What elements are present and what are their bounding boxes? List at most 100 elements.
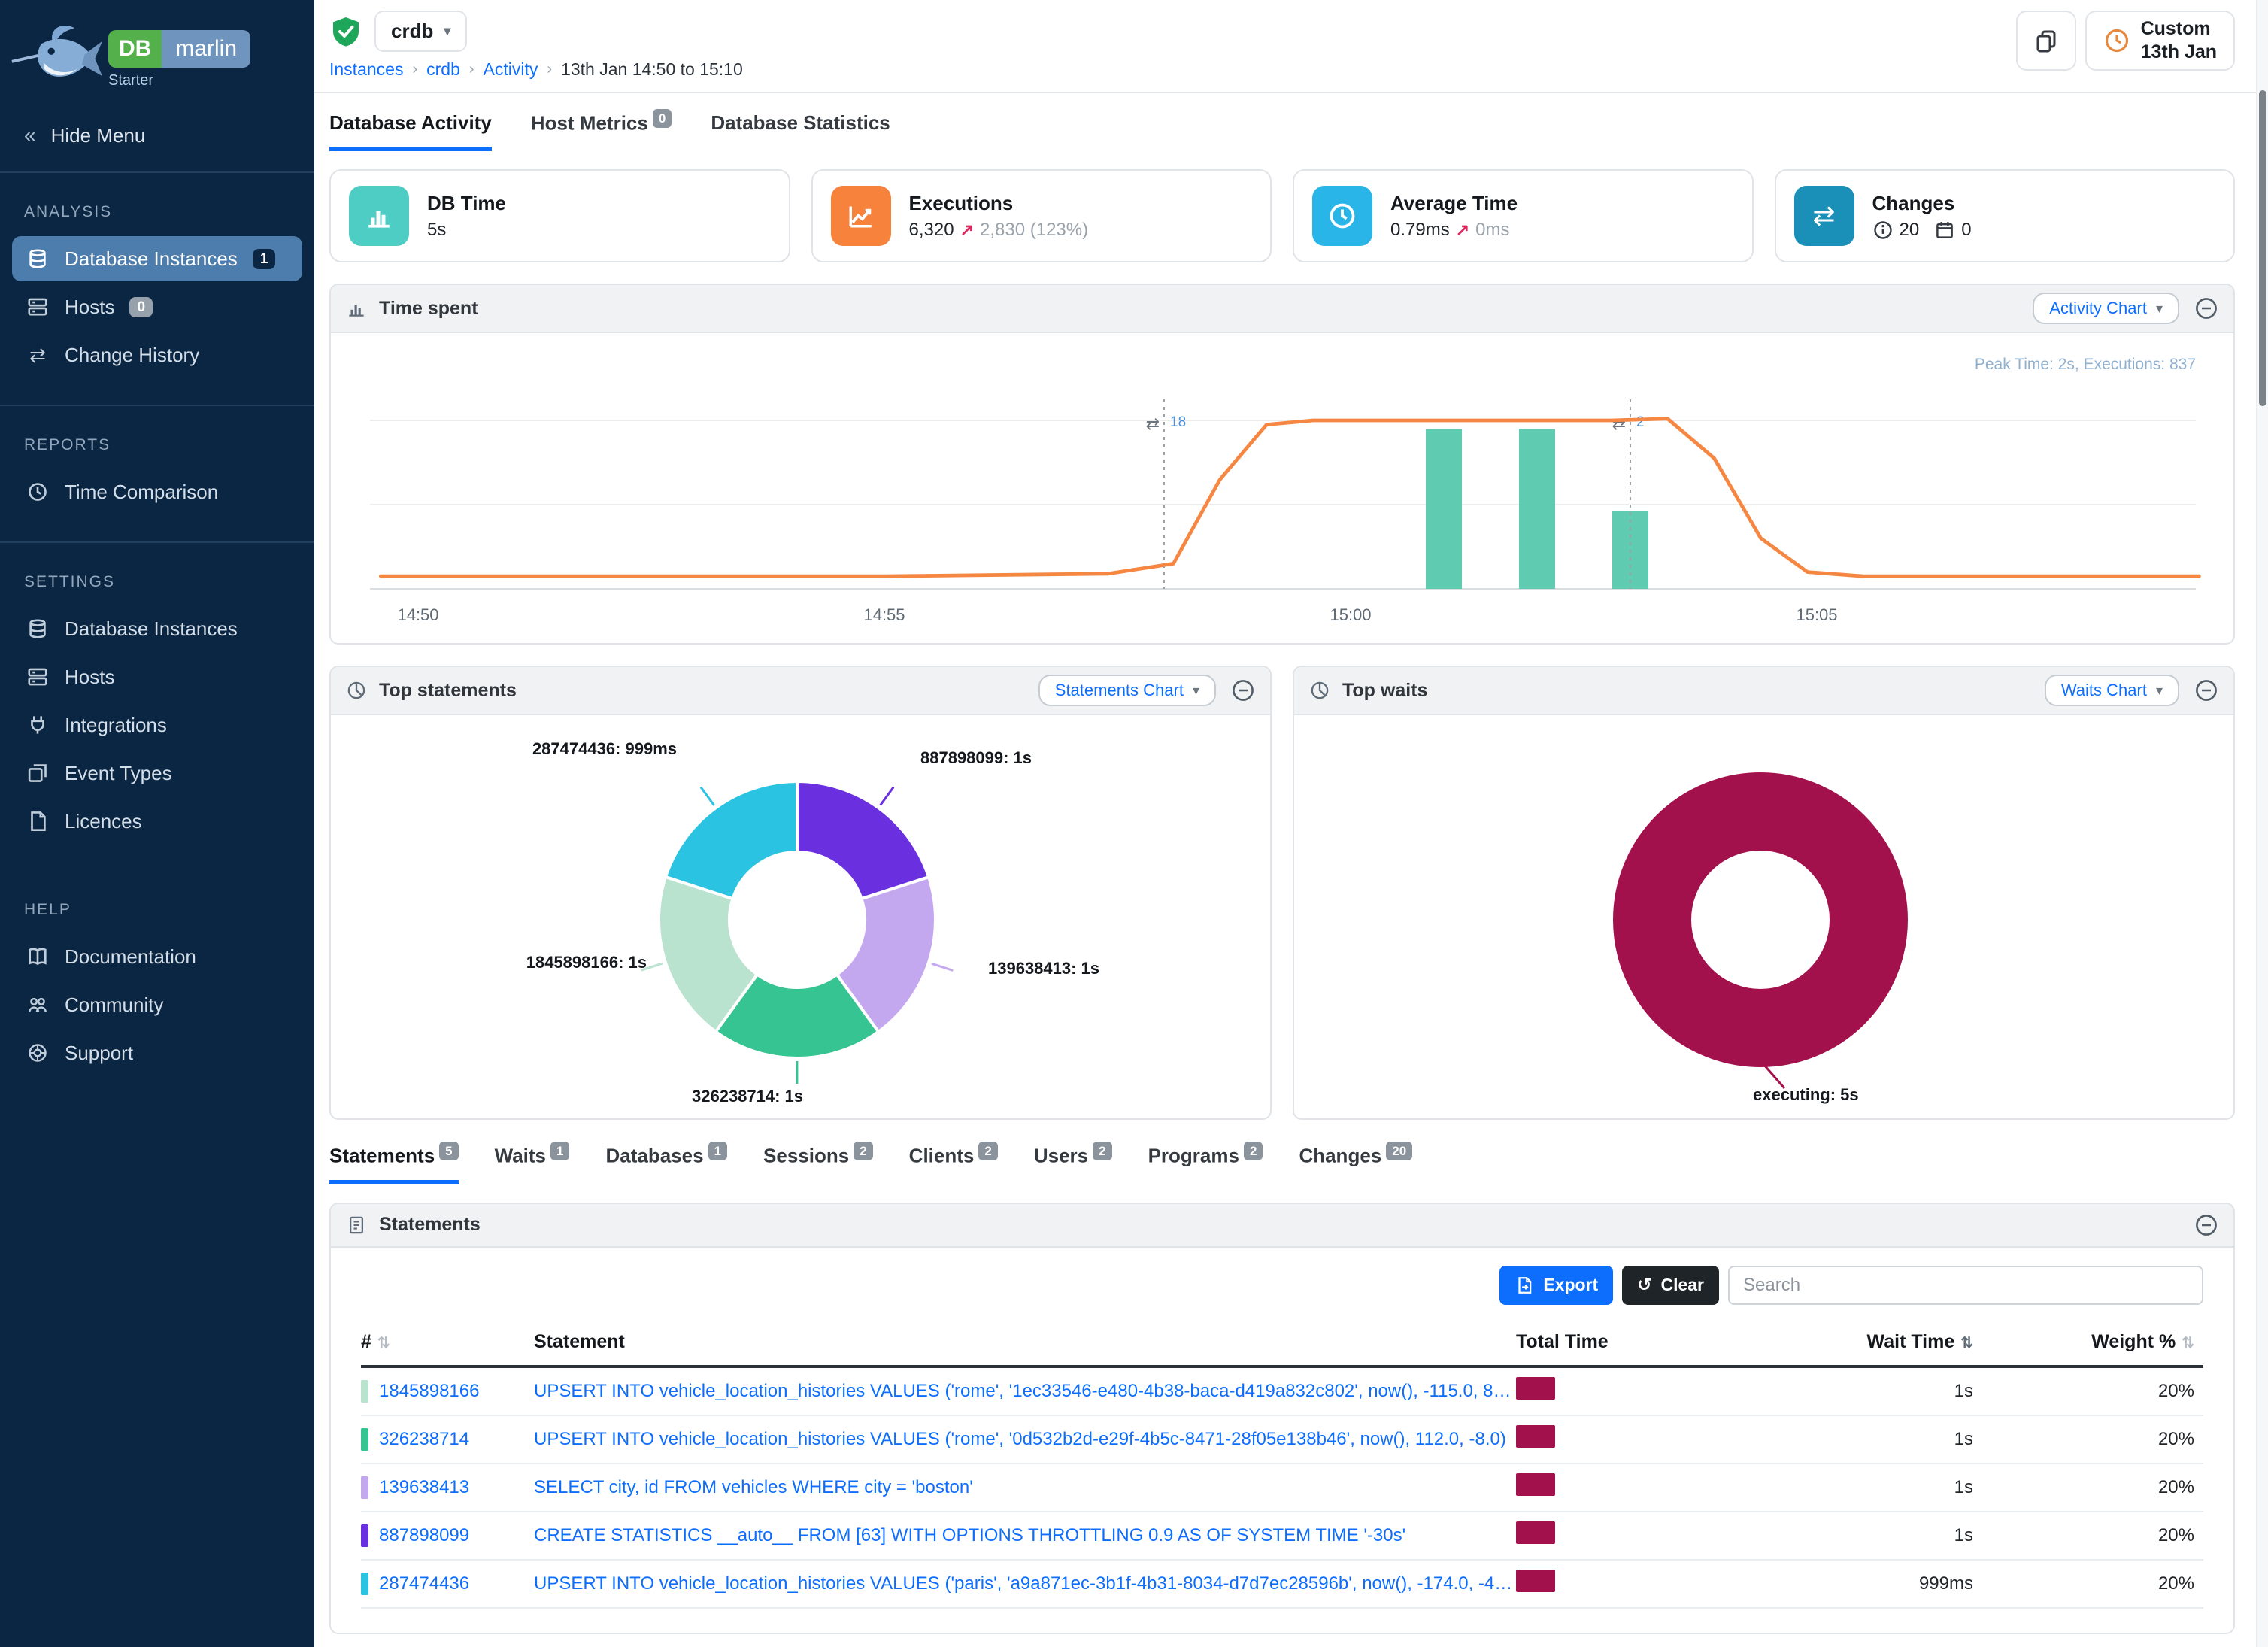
total-time-bar xyxy=(1516,1377,1555,1400)
waits-chart-select[interactable]: Waits Chart ▾ xyxy=(2044,675,2179,706)
tab-database-statistics[interactable]: Database Statistics xyxy=(711,111,890,134)
wait-time-value: 1s xyxy=(1954,1524,1973,1545)
count-badge: 1 xyxy=(252,248,276,269)
pie-chart-icon xyxy=(346,680,367,701)
primary-tabs: Database Activity Host Metrics 0 Database… xyxy=(314,93,2268,151)
brand-marlin: marlin xyxy=(162,30,251,68)
statement-id-link[interactable]: 139638413 xyxy=(379,1476,470,1497)
chevron-down-icon: ▾ xyxy=(2155,682,2163,698)
breadcrumb-activity[interactable]: Activity xyxy=(483,59,538,79)
panel-title: Statements xyxy=(379,1214,481,1236)
swap-arrows-icon: ⇄ xyxy=(1793,186,1854,246)
svg-text:15:05: 15:05 xyxy=(1796,605,1837,624)
wait-time-value: 999ms xyxy=(1918,1573,1973,1594)
sidebar-item-support[interactable]: Support xyxy=(12,1030,302,1075)
statement-id-link[interactable]: 887898099 xyxy=(379,1524,470,1545)
clock-icon xyxy=(1312,186,1372,246)
table-row: 139638413 SELECT city, id FROM vehicles … xyxy=(361,1464,2203,1512)
export-icon xyxy=(1515,1275,1534,1295)
kpi-executions: Executions 6,320 ↗ 2,830 (123%) xyxy=(811,169,1272,262)
sidebar-item-integrations[interactable]: Integrations xyxy=(12,702,302,748)
col-wait-time[interactable]: Wait Time ⇅ xyxy=(1866,1331,1973,1353)
export-button[interactable]: Export xyxy=(1499,1265,1614,1305)
tab-badge: 0 xyxy=(652,109,672,128)
tab-host-metrics[interactable]: Host Metrics 0 xyxy=(531,109,672,151)
people-icon xyxy=(26,993,50,1017)
sidebar-item-community[interactable]: Community xyxy=(12,982,302,1027)
sidebar-item-time-comparison[interactable]: Time Comparison xyxy=(12,469,302,514)
tab-programs[interactable]: Programs 2 xyxy=(1148,1142,1263,1184)
main-area: crdb ▾ Instances › crdb › Activity › 13t… xyxy=(314,0,2268,1634)
tab-sessions[interactable]: Sessions 2 xyxy=(763,1142,873,1184)
time-spent-panel: Time spent Activity Chart ▾ ⇄ 18 ⇄ 2 14:50 14:… xyxy=(329,284,2235,645)
breadcrumb-crdb[interactable]: crdb xyxy=(426,59,460,79)
total-time-bar xyxy=(1516,1570,1555,1593)
instance-selector[interactable]: crdb ▾ xyxy=(374,11,468,52)
sidebar-item-settings-database-instances[interactable]: Database Instances xyxy=(12,606,302,651)
col-id[interactable]: # ⇅ xyxy=(361,1331,390,1353)
statement-link[interactable]: UPSERT INTO vehicle_location_histories V… xyxy=(534,1380,1516,1401)
sidebar-item-database-instances[interactable]: Database Instances 1 xyxy=(12,236,302,281)
statement-link[interactable]: CREATE STATISTICS __auto__ FROM [63] WIT… xyxy=(534,1524,1406,1545)
statement-link[interactable]: UPSERT INTO vehicle_location_histories V… xyxy=(534,1428,1506,1449)
sort-asc-icon: ⇅ xyxy=(1960,1335,1973,1352)
clear-button[interactable]: ↺ Clear xyxy=(1622,1265,1719,1305)
breadcrumb-instances[interactable]: Instances xyxy=(329,59,404,79)
time-range-button[interactable]: Custom 13th Jan xyxy=(2085,11,2235,71)
sidebar-item-change-history[interactable]: ⇄ Change History xyxy=(12,332,302,378)
tab-badge: 20 xyxy=(1386,1142,1413,1160)
collapse-panel-icon[interactable] xyxy=(2194,1213,2218,1237)
statement-id-link[interactable]: 326238714 xyxy=(379,1428,470,1449)
statement-link[interactable]: UPSERT INTO vehicle_location_histories V… xyxy=(534,1573,1516,1594)
statement-color-swatch xyxy=(361,1476,368,1499)
statement-id-link[interactable]: 287474436 xyxy=(379,1573,470,1594)
tab-clients[interactable]: Clients 2 xyxy=(909,1142,998,1184)
tab-databases[interactable]: Databases 1 xyxy=(605,1142,728,1184)
donut-label: executing: 5s xyxy=(1753,1085,1859,1104)
content: DB Time 5s Executions 6,320 ↗ 2,830 (123… xyxy=(314,151,2268,1120)
sidebar-item-hosts[interactable]: Hosts 0 xyxy=(12,284,302,329)
database-icon xyxy=(26,617,50,641)
statements-table-panel: Statements Export ↺ xyxy=(329,1202,2235,1634)
statements-chart-select[interactable]: Statements Chart ▾ xyxy=(1038,675,1216,706)
scrollbar-thumb[interactable] xyxy=(2259,90,2266,406)
total-time-bar xyxy=(1516,1521,1555,1545)
sidebar-item-settings-hosts[interactable]: Hosts xyxy=(12,654,302,699)
database-icon xyxy=(26,247,50,271)
tab-changes[interactable]: Changes 20 xyxy=(1299,1142,1413,1184)
copy-link-button[interactable] xyxy=(2015,11,2076,71)
svg-text:14:50: 14:50 xyxy=(397,605,438,624)
col-total-time[interactable]: Total Time xyxy=(1516,1331,1609,1353)
col-weight[interactable]: Weight % ⇅ xyxy=(2091,1331,2194,1353)
wait-time-value: 1s xyxy=(1954,1476,1973,1497)
collapse-panel-icon[interactable] xyxy=(2194,678,2218,702)
sidebar-item-documentation[interactable]: Documentation xyxy=(12,934,302,979)
tab-badge: 2 xyxy=(1093,1142,1112,1160)
time-spent-chart: ⇄ 18 ⇄ 2 14:50 14:55 15:00 15:05 Peak Time: 2s, … xyxy=(331,333,2233,643)
tab-waits[interactable]: Waits 1 xyxy=(495,1142,570,1184)
breadcrumb-current-range: 13th Jan 14:50 to 15:10 xyxy=(561,59,743,79)
search-input[interactable] xyxy=(1728,1265,2203,1305)
tab-database-activity[interactable]: Database Activity xyxy=(329,111,492,151)
statement-id-link[interactable]: 1845898166 xyxy=(379,1380,480,1401)
collapse-panel-icon[interactable] xyxy=(2194,296,2218,320)
sidebar-item-licences[interactable]: Licences xyxy=(12,799,302,844)
table-toolbar: Export ↺ Clear xyxy=(331,1248,2233,1314)
tab-badge: 1 xyxy=(550,1142,570,1160)
tab-statements[interactable]: Statements 5 xyxy=(329,1142,459,1184)
panel-title: Time spent xyxy=(379,297,478,319)
svg-text:⇄: ⇄ xyxy=(1612,414,1626,433)
statement-link[interactable]: SELECT city, id FROM vehicles WHERE city… xyxy=(534,1476,973,1497)
statement-color-swatch xyxy=(361,1427,368,1451)
tab-users[interactable]: Users 2 xyxy=(1034,1142,1112,1184)
col-statement[interactable]: Statement xyxy=(534,1331,625,1353)
collapse-panel-icon[interactable] xyxy=(1231,678,1255,702)
kpi-average-time: Average Time 0.79ms ↗ 0ms xyxy=(1293,169,1754,262)
activity-chart-select[interactable]: Activity Chart ▾ xyxy=(2033,293,2179,324)
section-label: ANALYSIS xyxy=(24,203,113,220)
sidebar-item-event-types[interactable]: Event Types xyxy=(12,751,302,796)
weight-value: 20% xyxy=(2157,1380,2194,1401)
marlin-fish-icon xyxy=(9,18,102,96)
hide-menu-button[interactable]: « Hide Menu xyxy=(0,102,314,173)
